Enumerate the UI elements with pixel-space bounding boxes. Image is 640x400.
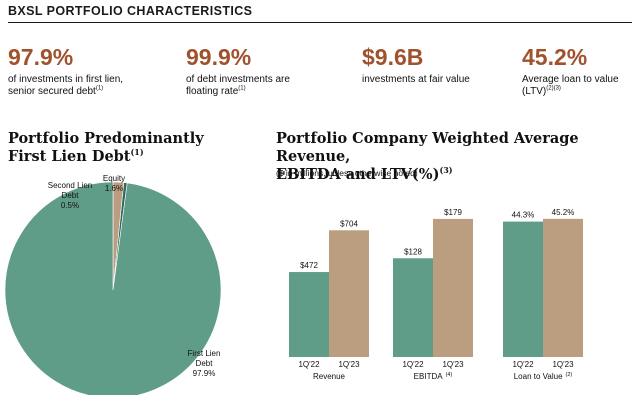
stat-description: investments at fair value [362,74,470,85]
pie-label: First Lien [188,349,221,358]
bar-loan-to-value-1q23 [543,218,583,357]
bar-revenue-1q22 [289,272,329,357]
stat-ltv: 45.2% Average loan to value (LTV)(2)(3) [522,44,634,98]
bars-heading: Portfolio Company Weighted Average Reven… [276,130,579,183]
footnote-ref: (1) [130,147,144,158]
pie-label: Equity [103,174,125,183]
bar-data-label: $179 [444,208,462,217]
footnote-ref: (1) [95,85,104,92]
bar-revenue-1q23 [329,230,369,357]
pie-label-value: 0.5% [61,201,79,210]
bar-loan-to-value-1q22 [503,221,543,357]
title-divider [8,22,632,23]
bar-data-label: $704 [340,219,358,228]
bar-data-label: $472 [300,261,318,270]
bar-group-title: EBITDA (4) [414,372,453,381]
pie-label: Debt [62,191,80,200]
stat-value: 45.2% [522,44,588,70]
stat-fair-value: $9.6B investments at fair value [362,44,472,86]
bar-tick-label: 1Q'23 [338,360,360,369]
bar-group-title: Revenue [313,372,346,381]
stat-floating-rate: 99.9% of debt investments are floating r… [186,44,316,98]
page-title: BXSL PORTFOLIO CHARACTERISTICS [8,4,253,18]
stat-value: 99.9% [186,44,252,70]
stat-description: Average loan to value (LTV)(2)(3) [522,74,619,97]
footnote-ref: (3) [439,165,453,176]
bar-data-label: 45.2% [552,208,575,217]
bar-tick-label: 1Q'23 [552,360,574,369]
footnote-ref: (1) [238,85,246,92]
bar-data-label: 44.3% [512,211,535,220]
bar-tick-label: 1Q'22 [402,360,424,369]
pie-slice-first-lien-debt [4,181,222,395]
pie-heading: Portfolio Predominantly First Lien Debt(… [8,130,204,165]
stat-value: $9.6B [362,44,424,70]
pie-label-value: 97.9% [193,369,216,378]
stat-description: of investments in first lien, senior sec… [8,74,124,97]
stat-description: of debt investments are floating rate(1) [186,74,290,97]
bar-data-label: $128 [404,247,422,256]
stat-first-lien: 97.9% of investments in first lien, seni… [8,44,138,98]
pie-label: Second Lien [48,181,92,190]
bar-tick-label: 1Q'22 [298,360,320,369]
bar-ebitda-1q22 [393,258,433,357]
pie-label-value: 1.6% [105,184,123,193]
bar-group-title: Loan to Value (2) [514,372,573,381]
bar-tick-label: 1Q'22 [512,360,534,369]
bar-ebitda-1q23 [433,218,473,357]
pie-label: Debt [196,359,214,368]
bar-tick-label: 1Q'23 [442,360,464,369]
bar-charts: $472 1Q'22 $704 1Q'23 Revenue $128 1Q'22 $179 1Q… [289,208,583,381]
footnote-ref: (2)(3) [546,85,561,92]
stat-value: 97.9% [8,44,74,70]
chart-subtitle: ($ in millions, unless otherwise noted) [276,168,418,178]
